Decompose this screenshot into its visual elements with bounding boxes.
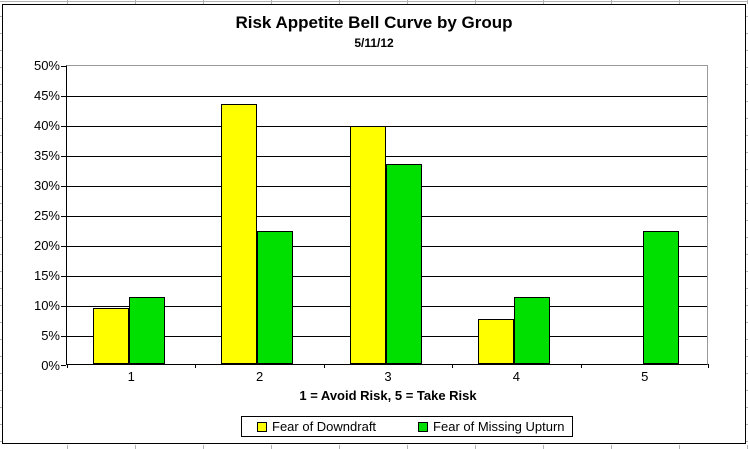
y-tick-label-0pct: 0% [41, 358, 60, 373]
bar-fear-of-downdraft-cat2 [221, 104, 258, 364]
y-tick-label-5pct: 5% [41, 328, 60, 343]
y-tick-label-15pct: 15% [33, 268, 60, 283]
gridline [67, 96, 707, 97]
y-axis-tick [61, 156, 66, 157]
y-tick-label-40pct: 40% [33, 118, 60, 133]
x-category-label-3: 3 [384, 369, 392, 384]
legend-label: Fear of Downdraft [272, 419, 377, 434]
y-tick-label-25pct: 25% [33, 208, 60, 223]
bar-fear-of-downdraft-cat1 [93, 308, 129, 364]
worksheet-gridlines-bottom [0, 445, 748, 449]
worksheet-gridline-top-row [0, 1, 748, 2]
y-axis-tick [61, 246, 66, 247]
bar-fear-of-downdraft-cat4 [478, 319, 515, 364]
y-axis-tick [61, 365, 66, 366]
y-tick-label-30pct: 30% [33, 178, 60, 193]
bar-fear-of-missing-upturn-cat3 [385, 164, 422, 364]
x-axis-tick [195, 364, 197, 368]
bar-fear-of-missing-upturn-cat5 [642, 231, 679, 364]
worksheet-gridlines-top [0, 0, 748, 4]
legend-entry-fear-of-missing-upturn: Fear of Missing Upturn [418, 420, 565, 433]
legend-swatch-icon [257, 421, 267, 432]
x-category-label-4: 4 [512, 369, 520, 384]
chart-title: Risk Appetite Bell Curve by Group [235, 13, 513, 32]
y-axis-tick [61, 66, 66, 67]
legend: Fear of Downdraft Fear of Missing Upturn [241, 416, 573, 437]
y-axis-tick [61, 216, 66, 217]
x-axis-tick [452, 364, 454, 368]
chart-frame: Risk Appetite Bell Curve by Group 5/11/1… [2, 4, 746, 444]
plot-area [61, 65, 709, 368]
chart-subtitle: 5/11/12 [354, 36, 394, 50]
worksheet-gridlines-left [0, 0, 3, 449]
y-axis-tick [61, 186, 66, 187]
bar-fear-of-missing-upturn-cat4 [514, 297, 551, 364]
y-tick-label-20pct: 20% [33, 238, 60, 253]
y-axis-tick [61, 96, 66, 97]
legend-swatch-icon [418, 421, 429, 432]
y-tick-label-35pct: 35% [33, 148, 60, 163]
y-axis-tick [61, 276, 66, 277]
y-tick-label-45pct: 45% [33, 88, 60, 103]
bar-fear-of-missing-upturn-cat2 [257, 231, 294, 364]
bar-fear-of-downdraft-cat3 [349, 126, 386, 364]
gridline [67, 156, 707, 157]
x-axis-tick [580, 364, 582, 368]
y-axis-tick [61, 306, 66, 307]
legend-label: Fear of Missing Upturn [433, 419, 565, 434]
x-category-label-1: 1 [127, 369, 135, 384]
x-axis-tick [67, 364, 68, 368]
legend-entry-fear-of-downdraft: Fear of Downdraft [257, 420, 376, 433]
worksheet-gridlines-right [745, 0, 748, 449]
y-axis-tick [61, 336, 66, 337]
x-category-label-5: 5 [641, 369, 649, 384]
x-category-label-2: 2 [255, 369, 264, 384]
y-axis-tick [61, 126, 66, 127]
x-axis-title: 1 = Avoid Risk, 5 = Take Risk [299, 388, 477, 403]
y-tick-label-50pct: 50% [33, 58, 60, 73]
x-axis-tick [323, 364, 325, 368]
y-tick-label-10pct: 10% [33, 298, 60, 313]
bar-fear-of-missing-upturn-cat1 [129, 297, 165, 364]
x-axis-tick [708, 364, 709, 368]
gridline [67, 126, 707, 127]
